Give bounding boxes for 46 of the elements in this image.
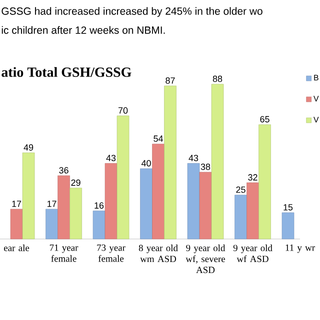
bar — [234, 194, 247, 240]
x-tick-label: 8 year old wm ASD — [138, 244, 178, 262]
x-tick-label: 71 year female — [50, 244, 78, 262]
chart-title: atio Total GSH/GSSG — [2, 67, 132, 77]
x-tick-label: 9 year old wf ASD — [233, 244, 272, 262]
data-label: 43 — [188, 154, 198, 162]
bar — [246, 182, 259, 240]
bar — [152, 144, 164, 240]
x-tick-label: 11 y wr — [286, 244, 315, 253]
data-label: 16 — [94, 202, 104, 209]
bar — [92, 210, 106, 240]
x-tick-label: 73 year female — [97, 244, 126, 262]
bar — [282, 212, 294, 240]
bar — [104, 163, 118, 240]
bar — [258, 124, 271, 240]
bar — [164, 86, 176, 240]
bar — [46, 208, 58, 240]
text: ic children after 12 weeks on NBMI. — [2, 26, 165, 34]
data-label: 49 — [24, 144, 34, 151]
data-label: 54 — [154, 136, 163, 142]
data-label: 88 — [212, 76, 222, 82]
bar — [140, 168, 152, 240]
data-label: 40 — [141, 160, 151, 166]
x-tick-label: 9 year old wf, severe ASD — [186, 244, 226, 274]
bar — [116, 116, 130, 240]
data-label: 25 — [236, 186, 246, 193]
bar — [211, 84, 224, 240]
data-label: 65 — [260, 116, 270, 122]
bar — [10, 208, 23, 240]
bar — [22, 152, 35, 240]
data-label: 15 — [284, 204, 293, 210]
data-label: 32 — [248, 174, 258, 181]
data-label: 17 — [47, 200, 56, 207]
data-label: 17 — [12, 200, 22, 207]
bar — [187, 163, 200, 240]
data-label: 70 — [118, 107, 128, 114]
data-label: 87 — [166, 77, 175, 84]
text: GSSG had increased increased by 245% in the older wo — [2, 7, 262, 17]
data-label: 36 — [59, 167, 68, 174]
bar — [199, 172, 212, 240]
data-label: 38 — [200, 164, 210, 170]
x-tick-label: ear ale — [4, 244, 30, 252]
data-label: 29 — [71, 179, 80, 186]
data-label: 43 — [106, 154, 116, 162]
bar — [58, 175, 70, 240]
bar — [70, 188, 82, 240]
